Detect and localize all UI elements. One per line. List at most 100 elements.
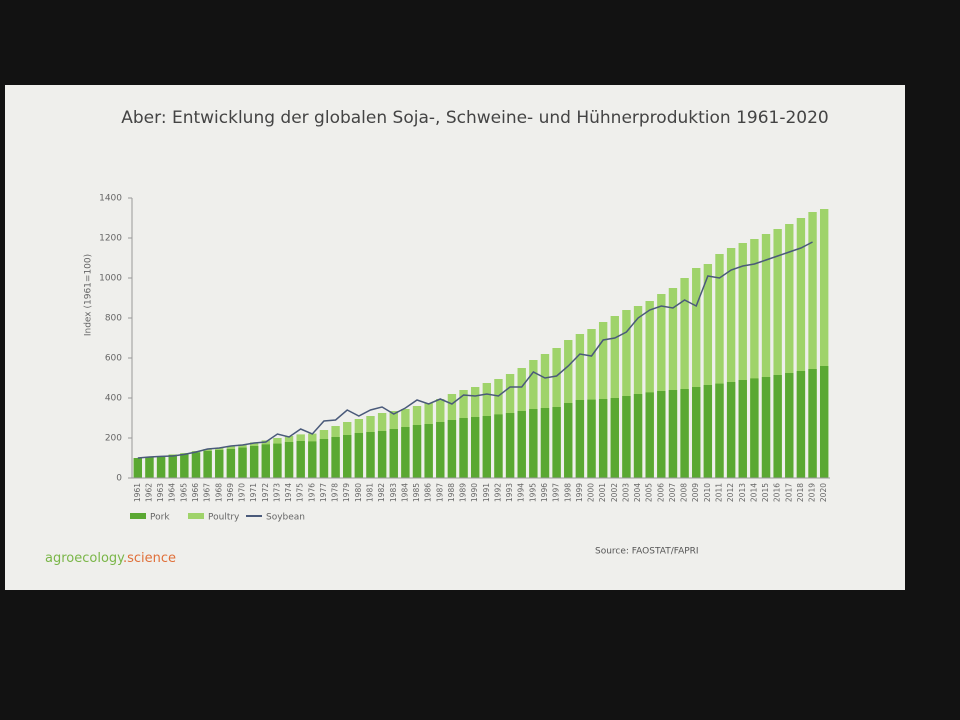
bar xyxy=(470,417,480,478)
x-tick-label: 2008 xyxy=(680,483,689,502)
x-tick-label: 1995 xyxy=(528,483,537,502)
x-tick-label: 2010 xyxy=(703,483,712,502)
x-tick-label: 2012 xyxy=(726,483,735,502)
x-tick-label: 1961 xyxy=(133,483,142,502)
line-series xyxy=(137,241,813,459)
bar xyxy=(773,375,782,478)
bar xyxy=(645,301,654,478)
x-tick-label: 1969 xyxy=(226,483,235,502)
x-tick-label: 1983 xyxy=(389,483,398,502)
x-tick-label: 1970 xyxy=(238,483,247,502)
x-tick-label: 1980 xyxy=(354,483,363,502)
x-tick-label: 2001 xyxy=(598,483,607,502)
bar xyxy=(785,373,794,478)
x-tick-label: 2019 xyxy=(808,483,817,502)
x-tick-label: 1973 xyxy=(272,483,281,502)
x-tick-label: 1999 xyxy=(575,483,584,502)
bar xyxy=(494,414,503,478)
bar xyxy=(668,390,678,478)
x-tick-label: 1988 xyxy=(447,483,456,502)
bar xyxy=(773,229,782,478)
bar xyxy=(145,457,154,478)
bar xyxy=(575,400,585,478)
bar xyxy=(564,403,573,478)
bar xyxy=(529,409,538,478)
bar xyxy=(156,456,166,478)
bar xyxy=(482,416,492,478)
x-tick-label: 2009 xyxy=(691,483,700,502)
y-tick-label: 200 xyxy=(105,434,122,444)
x-tick-label: 2007 xyxy=(668,483,677,502)
x-tick-label: 2000 xyxy=(587,483,596,502)
bar xyxy=(692,268,701,478)
bar xyxy=(622,396,631,478)
x-tick-label: 2018 xyxy=(796,483,805,502)
brand-suffix: .science xyxy=(123,551,176,566)
bar xyxy=(785,224,794,478)
bar xyxy=(133,458,143,478)
bar xyxy=(633,394,643,478)
bar xyxy=(249,446,259,478)
x-tick-label: 1985 xyxy=(412,483,421,502)
source-note: Source: FAOSTAT/FAPRI xyxy=(595,547,699,557)
y-tick-label: 800 xyxy=(105,314,122,324)
x-tick-label: 1976 xyxy=(307,483,316,502)
bar xyxy=(750,239,759,478)
bar xyxy=(389,429,398,478)
y-tick-label: 1200 xyxy=(99,234,122,244)
bar xyxy=(808,369,817,478)
bar xyxy=(680,389,689,478)
x-tick-label: 1998 xyxy=(563,483,572,502)
bar xyxy=(401,427,410,478)
x-tick-label: 1972 xyxy=(261,483,270,502)
x-tick-label: 2017 xyxy=(784,483,793,502)
x-tick-label: 1990 xyxy=(470,483,479,502)
bar xyxy=(819,209,829,478)
bar xyxy=(308,441,317,478)
bar xyxy=(459,418,468,478)
legend-label: Soybean xyxy=(266,513,305,523)
x-tick-label: 2002 xyxy=(610,483,619,502)
bar xyxy=(598,399,608,478)
bar xyxy=(343,435,352,478)
x-tick-label: 1975 xyxy=(296,483,305,502)
bar xyxy=(226,449,236,478)
bar xyxy=(436,422,445,478)
bar xyxy=(610,398,619,478)
x-tick-label: 2020 xyxy=(819,483,828,502)
brand: agroecology.science xyxy=(45,551,176,566)
x-tick-label: 2011 xyxy=(714,483,723,502)
brand-name: agroecology xyxy=(45,551,125,566)
x-tick-label: 1963 xyxy=(156,483,165,502)
bar xyxy=(354,433,364,478)
x-tick-label: 2014 xyxy=(749,483,758,502)
x-tick-label: 1971 xyxy=(249,483,258,502)
x-tick-label: 1965 xyxy=(179,483,188,502)
bar xyxy=(796,218,806,478)
bar xyxy=(552,407,561,478)
bar xyxy=(238,447,247,478)
x-tick-label: 1989 xyxy=(459,483,468,502)
bar xyxy=(191,452,201,478)
bar xyxy=(680,278,689,478)
bar xyxy=(633,306,643,478)
bar xyxy=(377,431,387,478)
bar xyxy=(622,310,631,478)
bar xyxy=(517,411,526,478)
x-tick-label: 1974 xyxy=(284,483,293,502)
x-tick-label: 1984 xyxy=(400,483,409,502)
legend-swatch xyxy=(188,513,204,519)
x-tick-label: 2016 xyxy=(773,483,782,502)
x-tick-label: 1962 xyxy=(144,483,153,502)
bar xyxy=(168,455,177,478)
x-tick-label: 1968 xyxy=(214,483,223,502)
bar xyxy=(319,439,329,478)
y-tick-label: 600 xyxy=(105,354,122,364)
bar xyxy=(819,366,829,478)
bar xyxy=(366,432,375,478)
bar xyxy=(796,371,806,478)
bar xyxy=(284,442,294,478)
bar xyxy=(715,383,724,478)
x-tick-label: 1994 xyxy=(517,483,526,502)
bar xyxy=(750,378,759,478)
